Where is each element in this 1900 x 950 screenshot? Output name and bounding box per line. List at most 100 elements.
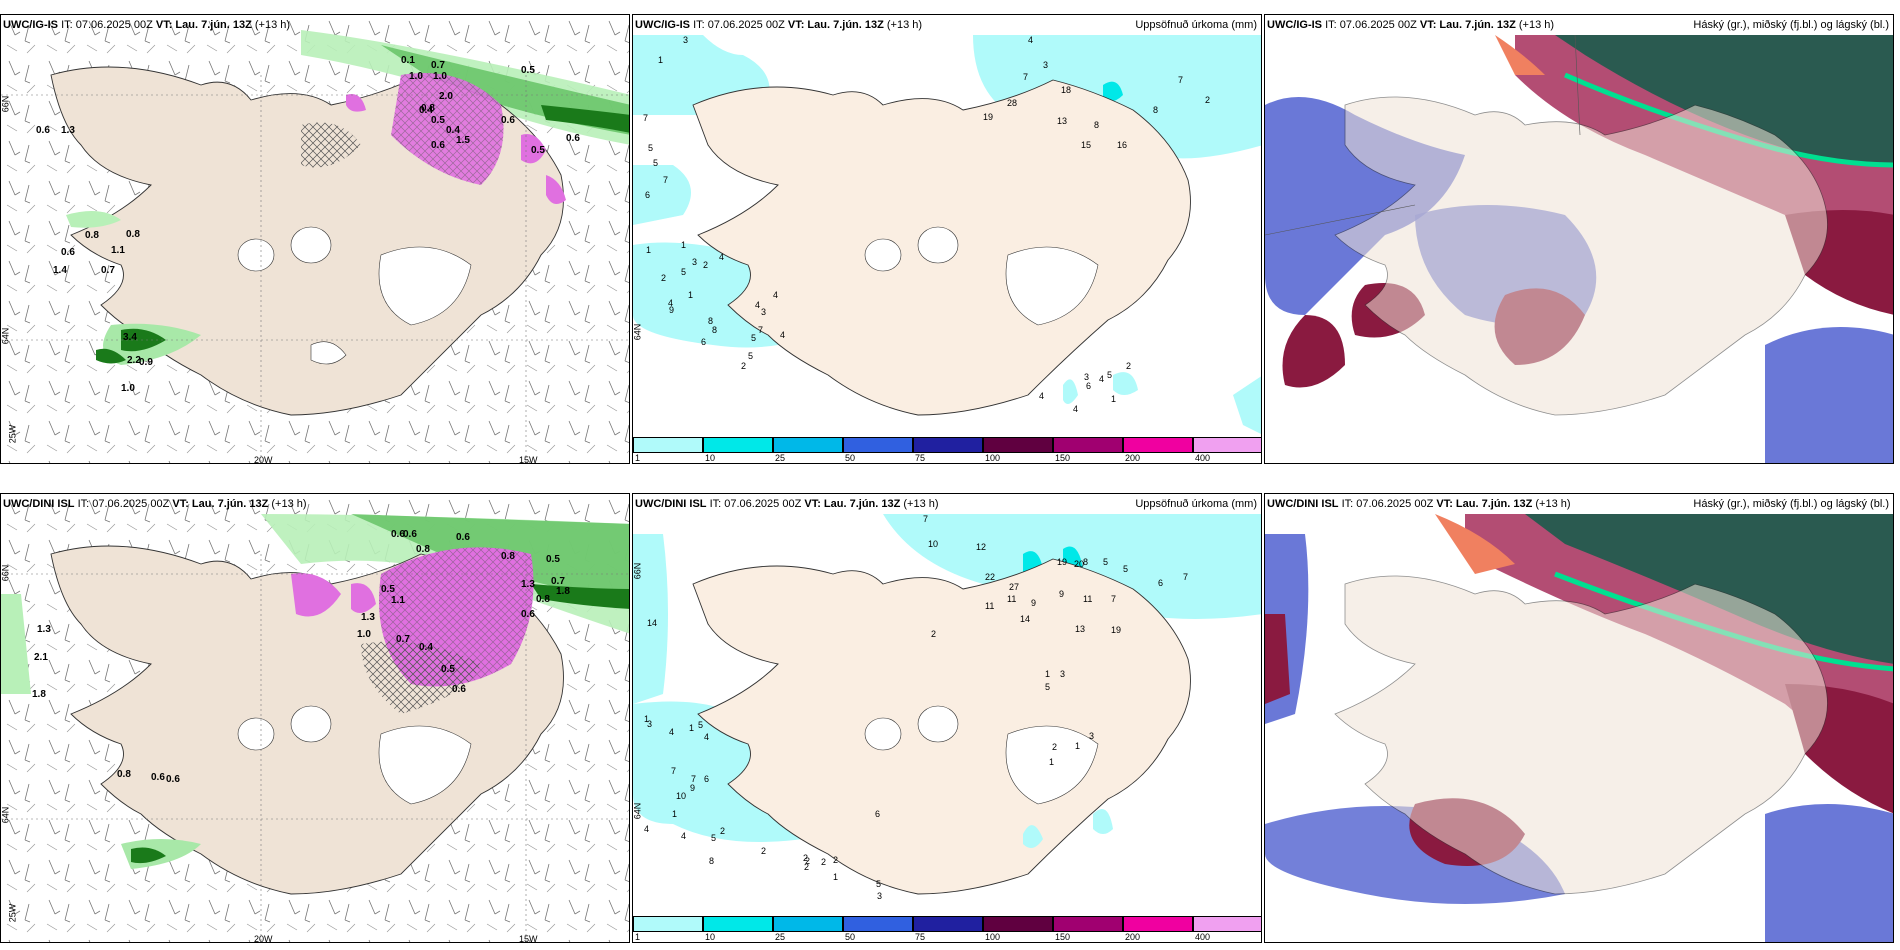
accum-precip-label: 2: [1126, 361, 1132, 371]
accum-precip-label: 5: [748, 351, 754, 361]
precip-amount-label: 0.8: [85, 230, 99, 241]
accum-precip-label: 7: [758, 325, 764, 335]
panel-subtitle: Uppsöfnuð úrkoma (mm): [1135, 498, 1257, 510]
accum-precip-label: 1: [644, 714, 650, 724]
cloud-cover-panel-igis: UWC/IG-IS IT: 07.06.2025 00Z VT: Lau. 7.…: [1264, 14, 1894, 464]
accum-precip-label: 4: [669, 727, 675, 737]
accum-precip-label: 6: [1158, 578, 1164, 588]
panel-header: UWC/IG-IS IT: 07.06.2025 00Z VT: Lau. 7.…: [1267, 19, 1555, 31]
accum-precip-label: 19: [1057, 557, 1068, 567]
colorbar-tick-label: 100: [985, 932, 1001, 942]
accum-precip-label: 5: [1123, 564, 1129, 574]
accum-precip-label: 8: [708, 316, 714, 326]
colorbar-swatch: [633, 916, 703, 932]
accum-precip-label: 4: [1039, 391, 1045, 401]
accum-precip-label: 5: [1103, 557, 1109, 567]
panel-header: UWC/DINI ISL IT: 07.06.2025 00Z VT: Lau.…: [635, 498, 939, 510]
accum-precip-label: 22: [985, 572, 996, 582]
colorbar-tick-label: 25: [775, 453, 786, 463]
accum-precip-label: 8: [1094, 120, 1100, 130]
panel-subtitle: Háský (gr.), miðský (fj.bl.) og lágský (…: [1693, 498, 1889, 510]
precip-amount-label: 0.6: [501, 115, 515, 126]
accum-precip-label: 28: [1007, 98, 1018, 108]
panel-subtitle: Uppsöfnuð úrkoma (mm): [1135, 19, 1257, 31]
accum-precip-label: 13: [1075, 624, 1086, 634]
precip-amount-label: 0.6: [403, 529, 417, 540]
accum-precip-label: 10: [676, 791, 687, 801]
precip-amount-label: 0.6: [151, 772, 165, 783]
accum-precip-label: 1: [688, 290, 694, 300]
wind-precip-panel-igis: UWC/IG-IS IT: 07.06.2025 00Z VT: Lau. 7.…: [0, 14, 630, 464]
precip-amount-label: 0.4: [419, 642, 433, 653]
precip-amount-label: 0.6: [166, 774, 180, 785]
accum-precip-label: 3: [647, 719, 653, 729]
accum-precip-label: 2: [931, 629, 937, 639]
precip-amount-label: 1.3: [37, 624, 51, 635]
panel-header: UWC/DINI ISL IT: 07.06.2025 00Z VT: Lau.…: [1267, 498, 1571, 510]
accum-precip-label: 9: [690, 783, 696, 793]
colorbar-tick-label: 150: [1055, 453, 1071, 463]
lon-label: 20W: [254, 934, 273, 943]
accum-precip-label: 6: [704, 774, 710, 784]
colorbar-swatch: [773, 437, 843, 453]
accum-precip-label: 12: [976, 542, 987, 552]
accum-precip-label: 5: [653, 158, 659, 168]
accum-precip-label: 5: [681, 267, 687, 277]
lat-label: 66N: [632, 562, 643, 580]
precip-amount-label: 0.7: [396, 634, 410, 645]
precip-amount-label: 0.4: [446, 125, 460, 136]
accum-precip-label: 5: [711, 833, 717, 843]
cloud-map: [1265, 15, 1893, 463]
precip-amount-label: 1.8: [556, 586, 570, 597]
accum-precip-label: 8: [1153, 105, 1159, 115]
precip-amount-label: 0.6: [456, 532, 470, 543]
precip-amount-label: 0.8: [416, 544, 430, 555]
accum-precip-label: 8: [1083, 557, 1089, 567]
accum-precip-label: 1: [689, 723, 695, 733]
accum-precip-label: 4: [719, 252, 725, 262]
accum-precip-label: 2: [804, 862, 810, 872]
accum-precip-label: 3: [1089, 731, 1095, 741]
accum-precip-label: 2: [805, 856, 811, 866]
colorbar-swatch: [1193, 916, 1261, 932]
accum-precip-label: 3: [1060, 669, 1066, 679]
precip-amount-label: 1.0: [357, 629, 371, 640]
lon-label: 25W: [7, 424, 18, 444]
colorbar-tick-label: 50: [845, 453, 856, 463]
accum-precip-label: 4: [780, 330, 786, 340]
accum-precip-label: 8: [712, 325, 718, 335]
colorbar-tick-label: 10: [705, 453, 716, 463]
lat-label: 66N: [0, 564, 11, 582]
accum-precip-label: 7: [663, 175, 669, 185]
precip-amount-label: 0.8: [536, 594, 550, 605]
accum-precip-label: 4: [704, 732, 710, 742]
colorbar-swatch: [703, 437, 773, 453]
precip-amount-label: 0.5: [381, 584, 395, 595]
precip-amount-label: 1.0: [121, 383, 135, 394]
accum-precip-panel-dini: UWC/DINI ISL IT: 07.06.2025 00Z VT: Lau.…: [632, 493, 1262, 943]
precip-amount-label: 0.6: [566, 133, 580, 144]
precip-amount-label: 0.5: [441, 664, 455, 675]
lat-label: 66N: [0, 95, 11, 113]
precip-amount-label: 0.7: [431, 60, 445, 71]
accum-precip-label: 1: [646, 245, 652, 255]
accum-precip-label: 6: [645, 190, 651, 200]
lon-label: 15W: [519, 455, 538, 464]
colorbar-tick-label: 100: [985, 453, 1001, 463]
accum-precip-label: 1: [1045, 669, 1051, 679]
accum-precip-label: 2: [761, 846, 767, 856]
accum-precip-label: 1: [1049, 757, 1055, 767]
precip-amount-label: 3.4: [123, 332, 137, 343]
accum-precip-label: 11: [1083, 594, 1093, 604]
accum-precip-label: 7: [1023, 72, 1029, 82]
accum-precip-label: 3: [761, 307, 767, 317]
accum-precip-label: 14: [1020, 614, 1031, 624]
lat-label: 64N: [632, 323, 643, 341]
cloud-map: [1265, 494, 1893, 942]
wind-precip-panel-dini: UWC/DINI ISL IT: 07.06.2025 00Z VT: Lau.…: [0, 493, 630, 943]
colorbar-tick-label: 400: [1195, 932, 1211, 942]
precip-amount-label: 1.1: [391, 595, 405, 606]
precip-amount-label: 1.3: [61, 125, 75, 136]
colorbar-tick-label: 1: [635, 453, 641, 463]
accum-precip-label: 6: [1086, 381, 1092, 391]
